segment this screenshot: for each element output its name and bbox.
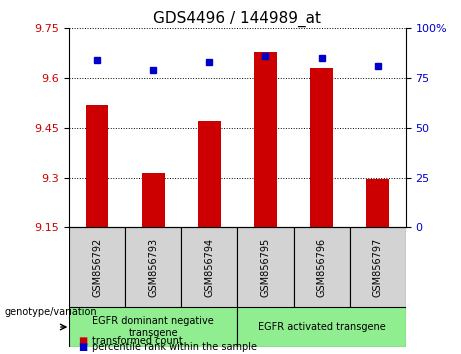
Text: transformed count: transformed count (92, 336, 183, 346)
FancyBboxPatch shape (125, 227, 181, 307)
Text: GSM856796: GSM856796 (317, 238, 326, 297)
Text: ■: ■ (78, 336, 88, 346)
FancyBboxPatch shape (237, 227, 294, 307)
Bar (198, 121, 220, 228)
Text: GSM856794: GSM856794 (204, 238, 214, 297)
Text: GSM856792: GSM856792 (92, 238, 102, 297)
Text: GSM856793: GSM856793 (148, 238, 158, 297)
Bar (310, 68, 333, 228)
Text: GSM856797: GSM856797 (372, 238, 383, 297)
FancyBboxPatch shape (69, 227, 125, 307)
Bar (86, 105, 108, 228)
FancyBboxPatch shape (294, 227, 349, 307)
FancyBboxPatch shape (69, 307, 237, 347)
Text: percentile rank within the sample: percentile rank within the sample (92, 342, 257, 352)
FancyBboxPatch shape (349, 227, 406, 307)
Bar (366, 179, 389, 228)
Bar (254, 52, 277, 228)
Text: EGFR activated transgene: EGFR activated transgene (258, 322, 385, 332)
FancyBboxPatch shape (237, 307, 406, 347)
Bar (142, 173, 165, 228)
Text: ■: ■ (78, 342, 88, 352)
FancyBboxPatch shape (181, 227, 237, 307)
Text: EGFR dominant negative
transgene: EGFR dominant negative transgene (92, 316, 214, 338)
Text: GSM856795: GSM856795 (260, 238, 271, 297)
Text: genotype/variation: genotype/variation (5, 307, 97, 316)
Title: GDS4496 / 144989_at: GDS4496 / 144989_at (154, 11, 321, 27)
